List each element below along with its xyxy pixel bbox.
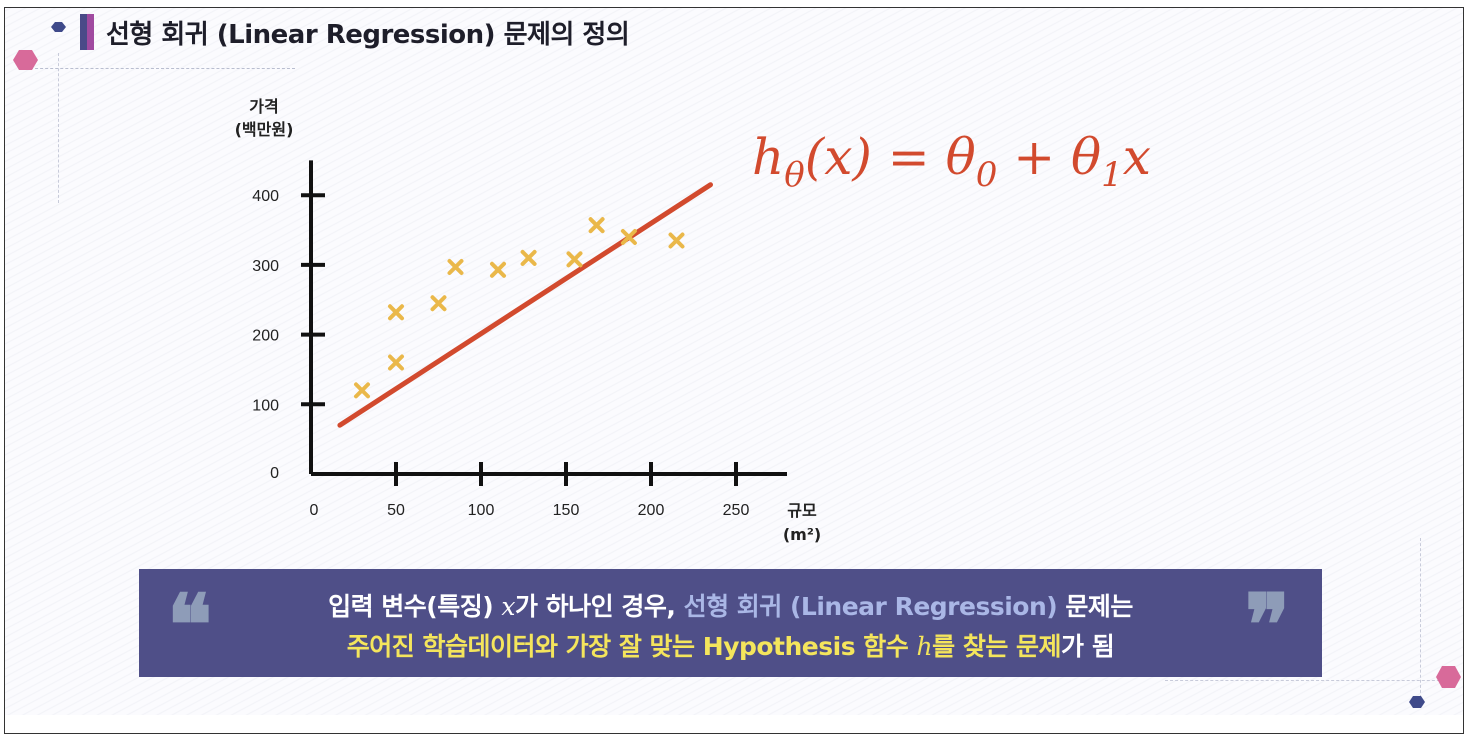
callout-line-2: 주어진 학습데이터와 가장 잘 맞는 Hypothesis 함수 h를 찾는 문… xyxy=(139,627,1322,663)
decor-line xyxy=(25,68,295,69)
data-point xyxy=(520,249,537,266)
quote-open-icon: ❝ xyxy=(167,575,213,674)
callout-var-x: x xyxy=(501,592,515,621)
formula-theta-sub: θ xyxy=(784,155,805,195)
data-point xyxy=(620,229,637,246)
x-axis-label: (m²) xyxy=(783,525,821,544)
data-point xyxy=(447,258,464,275)
decor-line xyxy=(58,53,59,203)
y-axis-label: 가격 xyxy=(249,97,278,116)
formula-rest: (x) = θ xyxy=(804,128,976,186)
y-tick-label: 100 xyxy=(252,397,279,414)
title-accent-bar xyxy=(80,14,87,50)
data-point xyxy=(588,217,605,234)
decor-line xyxy=(1420,538,1421,698)
page-title: 선형 회귀 (Linear Regression) 문제의 정의 xyxy=(80,14,630,50)
y-axis-label: (백만원) xyxy=(235,120,294,139)
x-tick-label: 200 xyxy=(638,502,665,519)
formula-h: h xyxy=(752,128,785,186)
x-tick-label: 0 xyxy=(310,502,319,519)
title-accent-bar xyxy=(87,14,94,50)
callout-text: 문제는 xyxy=(1057,592,1133,621)
page-title-text: 선형 회귀 (Linear Regression) 문제의 정의 xyxy=(106,19,630,50)
formula-plus: + θ xyxy=(997,128,1102,186)
data-point xyxy=(388,354,404,371)
callout-highlight: 선형 회귀 (Linear Regression) xyxy=(683,592,1058,621)
bottom-strip xyxy=(5,715,1463,733)
x-axis-label: 규모 xyxy=(787,501,817,520)
formula-tail: x xyxy=(1122,128,1151,186)
data-point xyxy=(566,251,583,268)
regression-line xyxy=(337,182,713,428)
callout-bold: Hypothesis 함수 xyxy=(702,632,917,661)
y-tick-label: 400 xyxy=(252,188,279,205)
data-point xyxy=(354,382,370,399)
x-tick-label: 100 xyxy=(468,502,495,519)
callout-text: 가 됨 xyxy=(1061,632,1115,661)
callout-highlight: 주어진 학습데이터와 가장 잘 맞는 xyxy=(346,632,703,661)
data-point xyxy=(430,295,447,312)
x-tick-label: 250 xyxy=(723,502,750,519)
y-tick-label: 300 xyxy=(252,258,279,275)
decor-line xyxy=(1165,680,1455,681)
y-tick-label: 0 xyxy=(270,465,279,482)
callout-line-1: 입력 변수(특징) x가 하나인 경우, 선형 회귀 (Linear Regre… xyxy=(139,587,1322,623)
callout-text: 가 하나인 경우, xyxy=(514,592,684,621)
x-tick-label: 150 xyxy=(553,502,580,519)
x-tick-label: 50 xyxy=(387,502,405,519)
data-point xyxy=(388,304,404,321)
data-point xyxy=(490,261,506,278)
data-point xyxy=(668,232,685,249)
formula-sub1: 1 xyxy=(1101,155,1123,195)
formula-sub0: 0 xyxy=(975,155,998,195)
callout-text: 입력 변수(특징) xyxy=(328,592,502,621)
y-tick-label: 200 xyxy=(252,328,279,345)
callout-highlight: 를 찾는 문제 xyxy=(932,632,1062,661)
callout-var-h: h xyxy=(916,632,933,661)
summary-callout: ❝ ❞ 입력 변수(특징) x가 하나인 경우, 선형 회귀 (Linear R… xyxy=(139,569,1322,677)
quote-close-icon: ❞ xyxy=(1244,575,1290,674)
hypothesis-formula: hθ(x) = θ0 + θ1x xyxy=(752,128,1151,195)
